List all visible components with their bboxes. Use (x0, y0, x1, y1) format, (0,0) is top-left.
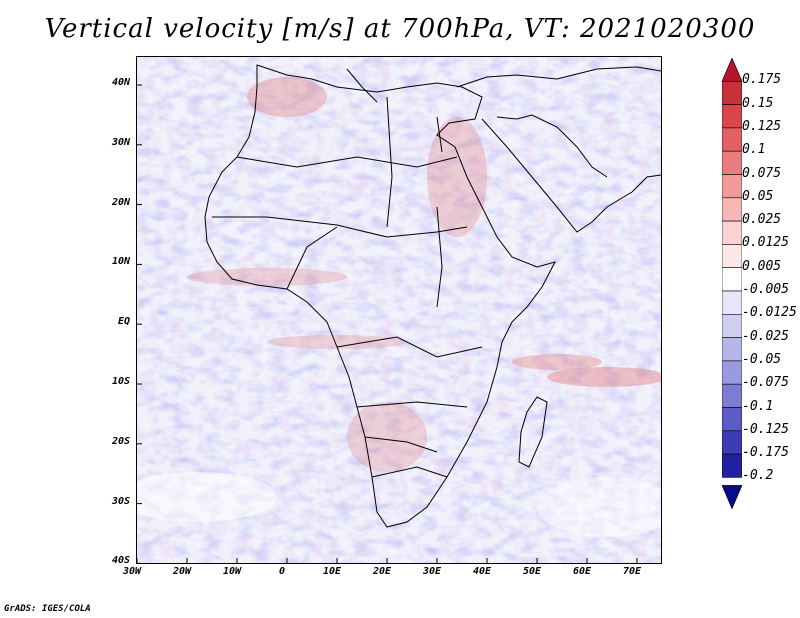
vertical-velocity-field (137, 57, 661, 563)
colorbar-swatch (721, 485, 743, 510)
colorbar-swatch (721, 57, 743, 82)
colorbar-swatch (721, 407, 743, 432)
colorbar-label: -0.1 (742, 398, 774, 414)
lon-tick-label: 10W (222, 566, 242, 577)
strong-motion-patches (137, 77, 661, 537)
country-borders-and-coastlines (204, 64, 661, 528)
colorbar-swatch (721, 360, 743, 385)
lat-tick-label: 30S (111, 495, 130, 507)
colorbar-swatch (721, 290, 743, 315)
colorbar-swatch (721, 174, 743, 199)
lon-tick-label: 60E (572, 566, 592, 577)
lon-tick-label: 0 (278, 566, 286, 577)
colorbar-label: 0.05 (742, 188, 774, 204)
lat-tick-label: 40N (111, 77, 130, 88)
colorbar-swatch (721, 80, 743, 105)
colorbar-swatch (721, 430, 743, 455)
colorbar-swatch (721, 104, 743, 129)
colorbar-label: -0.075 (742, 375, 789, 391)
lon-tick-label: 20W (172, 566, 192, 577)
axis-ticks (137, 84, 638, 563)
colorbar-swatches (721, 57, 743, 510)
lon-tick-label: 30E (422, 566, 442, 577)
colorbar-label: -0.0125 (742, 305, 797, 321)
lat-tick-label: 10S (111, 376, 130, 387)
lon-tick-label: 50E (522, 566, 542, 577)
lat-tick-label: 20N (111, 196, 130, 208)
colorbar-swatch (721, 220, 743, 245)
lon-tick-label: 20E (372, 566, 392, 577)
colorbar-label: 0.1 (742, 142, 766, 158)
lat-tick-label: EQ (117, 316, 130, 328)
map-panel[interactable] (136, 56, 662, 564)
lat-tick-label: 10N (111, 256, 130, 268)
colorbar-label: 0.175 (742, 72, 782, 88)
colorbar-label: 0.0125 (742, 235, 789, 251)
colorbar-swatch (721, 313, 743, 338)
colorbar-swatch (721, 150, 743, 175)
colorbar-label: 0.025 (742, 212, 782, 228)
colorbar-swatch (721, 337, 743, 362)
grads-credit: GrADS: IGES/COLA (4, 604, 91, 614)
colorbar-label: 0.005 (742, 258, 782, 274)
colorbar-label: 0.125 (742, 118, 782, 134)
lat-tick-label: 40S (111, 555, 130, 567)
colorbar-label: 0.15 (742, 95, 774, 111)
lat-tick-label: 30N (111, 136, 130, 148)
colorbar (721, 57, 743, 562)
colorbar-swatch (721, 383, 743, 408)
colorbar-label: 0.075 (742, 165, 782, 181)
colorbar-label: -0.025 (742, 328, 789, 344)
colorbar-label: -0.005 (742, 282, 789, 297)
lon-tick-label: 10E (322, 566, 342, 577)
colorbar-swatch (721, 197, 743, 222)
colorbar-swatch (721, 127, 743, 152)
map-title: Vertical velocity [m/s] at 700hPa, VT: 2… (44, 14, 756, 44)
lon-tick-label: 30W (122, 566, 142, 577)
colorbar-label: -0.125 (742, 421, 789, 437)
lat-tick-label: 20S (111, 435, 130, 447)
colorbar-swatch (721, 453, 743, 478)
lon-tick-label: 70E (622, 566, 642, 577)
colorbar-label: -0.2 (742, 468, 774, 484)
colorbar-label: -0.05 (742, 351, 782, 367)
lon-tick-label: 40E (472, 566, 492, 577)
colorbar-swatch (721, 244, 743, 268)
colorbar-label: -0.175 (742, 445, 789, 461)
colorbar-swatch (721, 267, 743, 292)
